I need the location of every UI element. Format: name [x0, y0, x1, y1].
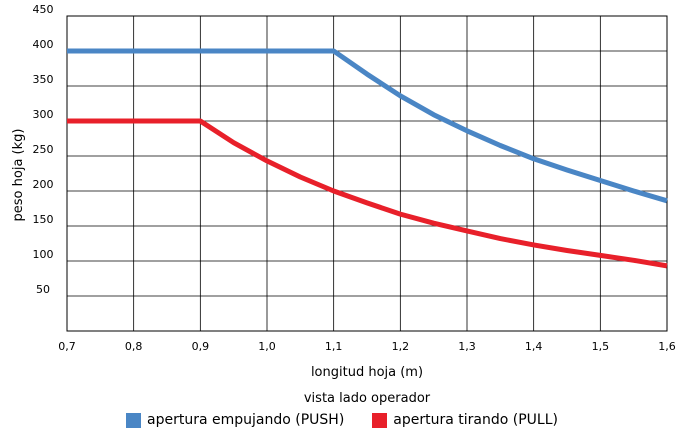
y-tick-label: 150	[33, 213, 54, 226]
y-axis-label: peso hoja (kg)	[11, 129, 26, 222]
x-tick-label: 1,2	[392, 340, 410, 353]
x-tick-label: 1,4	[525, 340, 543, 353]
legend-swatch-pull	[372, 412, 388, 428]
x-tick-label: 1,3	[458, 340, 476, 353]
y-tick-label: 200	[33, 178, 54, 191]
x-tick-label: 1,1	[325, 340, 343, 353]
x-tick-label: 0,9	[192, 340, 210, 353]
y-tick-label: 100	[33, 248, 54, 261]
y-tick-labels: 50 100 150 200 250 300 350 400 450	[33, 3, 54, 296]
legend-label-pull: apertura tirando (PULL)	[393, 412, 558, 428]
line-chart: 0,7 0,8 0,9 1,0 1,1 1,2 1,3 1,4 1,5 1,6 50 100 150 2…	[11, 3, 676, 406]
x-tick-label: 0,7	[58, 340, 76, 353]
x-tick-label: 1,5	[592, 340, 610, 353]
series-layer	[67, 48, 668, 269]
legend-item-push: apertura empujando (PUSH)	[126, 412, 344, 428]
series-line-push	[67, 48, 668, 204]
x-tick-label: 0,8	[125, 340, 143, 353]
legend-item-pull: apertura tirando (PULL)	[372, 412, 558, 428]
series-line-pull	[67, 118, 668, 269]
y-tick-label: 400	[33, 38, 54, 51]
y-tick-label: 350	[33, 73, 54, 86]
x-tick-label: 1,0	[258, 340, 276, 353]
x-tick-label: 1,6	[658, 340, 676, 353]
chart-caption: vista lado operador	[304, 391, 431, 406]
legend-swatch-push	[126, 412, 142, 428]
plot-frame	[66, 15, 668, 332]
y-tick-label: 50	[36, 283, 50, 296]
legend: apertura empujando (PUSH) apertura tiran…	[0, 412, 684, 428]
y-tick-label: 450	[33, 3, 54, 16]
grid	[66, 15, 668, 331]
legend-label-push: apertura empujando (PUSH)	[147, 412, 345, 428]
y-tick-label: 250	[33, 143, 54, 156]
x-axis-label: longitud hoja (m)	[311, 365, 423, 380]
x-tick-labels: 0,7 0,8 0,9 1,0 1,1 1,2 1,3 1,4 1,5 1,6	[58, 340, 676, 353]
y-tick-label: 300	[33, 108, 54, 121]
